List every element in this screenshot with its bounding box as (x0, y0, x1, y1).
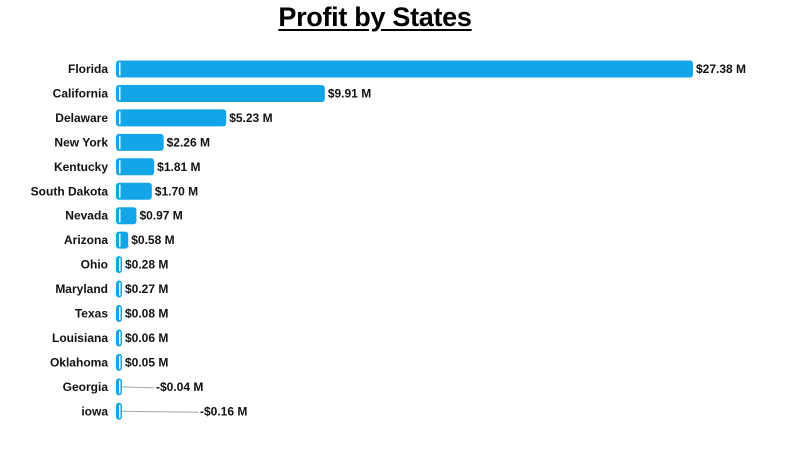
category-label: South Dakota (31, 184, 109, 198)
bar-zero-marker (119, 111, 121, 125)
bar-zero-marker (119, 209, 121, 223)
data-label: $1.70 M (155, 184, 198, 198)
data-label: $27.38 M (696, 62, 746, 76)
data-label: $0.27 M (125, 282, 168, 296)
leader-line (121, 386, 155, 389)
data-label: $9.91 M (328, 86, 371, 100)
category-label: Louisiana (52, 331, 108, 345)
bar (116, 133, 164, 151)
data-label: $0.08 M (125, 307, 168, 321)
category-label: California (53, 86, 109, 100)
bar-zero-marker (119, 380, 121, 394)
bar-zero-marker (119, 62, 121, 76)
category-label: Oklahoma (50, 355, 108, 369)
category-label: New York (54, 135, 108, 149)
data-label: -$0.16 M (200, 404, 247, 418)
bar-zero-marker (119, 258, 121, 272)
category-label: Delaware (55, 111, 108, 125)
data-label: $0.58 M (131, 233, 174, 247)
bar (116, 158, 155, 176)
category-label: Texas (75, 307, 108, 321)
category-label: Maryland (55, 282, 108, 296)
data-label: -$0.04 M (156, 380, 203, 394)
bar-zero-marker (119, 307, 121, 320)
data-label: $0.06 M (125, 331, 168, 345)
bar-zero-marker (119, 233, 121, 247)
bar-zero-marker (119, 282, 121, 296)
category-label: Kentucky (54, 160, 108, 174)
bar (116, 207, 137, 225)
category-label: Georgia (63, 380, 109, 394)
bars-layer: Florida $27.38 M California $9.91 M Delaware… (31, 60, 746, 420)
bar (116, 84, 325, 102)
leader-line (121, 410, 199, 413)
bar-zero-marker (119, 355, 121, 369)
data-label: $5.23 M (229, 111, 272, 125)
bar-zero-marker (119, 86, 121, 100)
bar-zero-marker (119, 404, 121, 418)
bar-zero-marker (119, 331, 121, 345)
bar-zero-marker (119, 135, 121, 149)
category-label: Ohio (81, 258, 108, 272)
data-label: $0.97 M (139, 209, 182, 223)
bar (116, 60, 693, 78)
data-label: $0.05 M (125, 355, 168, 369)
bar (116, 231, 129, 249)
bar (116, 182, 152, 200)
data-label: $0.28 M (125, 258, 168, 272)
chart-title: Profit by States (278, 2, 472, 32)
data-label: $1.81 M (157, 160, 200, 174)
category-label: iowa (81, 404, 108, 418)
bar-zero-marker (119, 160, 121, 174)
bar (116, 109, 227, 127)
data-label: $2.26 M (167, 135, 210, 149)
category-label: Nevada (65, 209, 108, 223)
category-label: Florida (68, 62, 108, 76)
category-label: Arizona (64, 233, 108, 247)
bar-zero-marker (119, 184, 121, 198)
